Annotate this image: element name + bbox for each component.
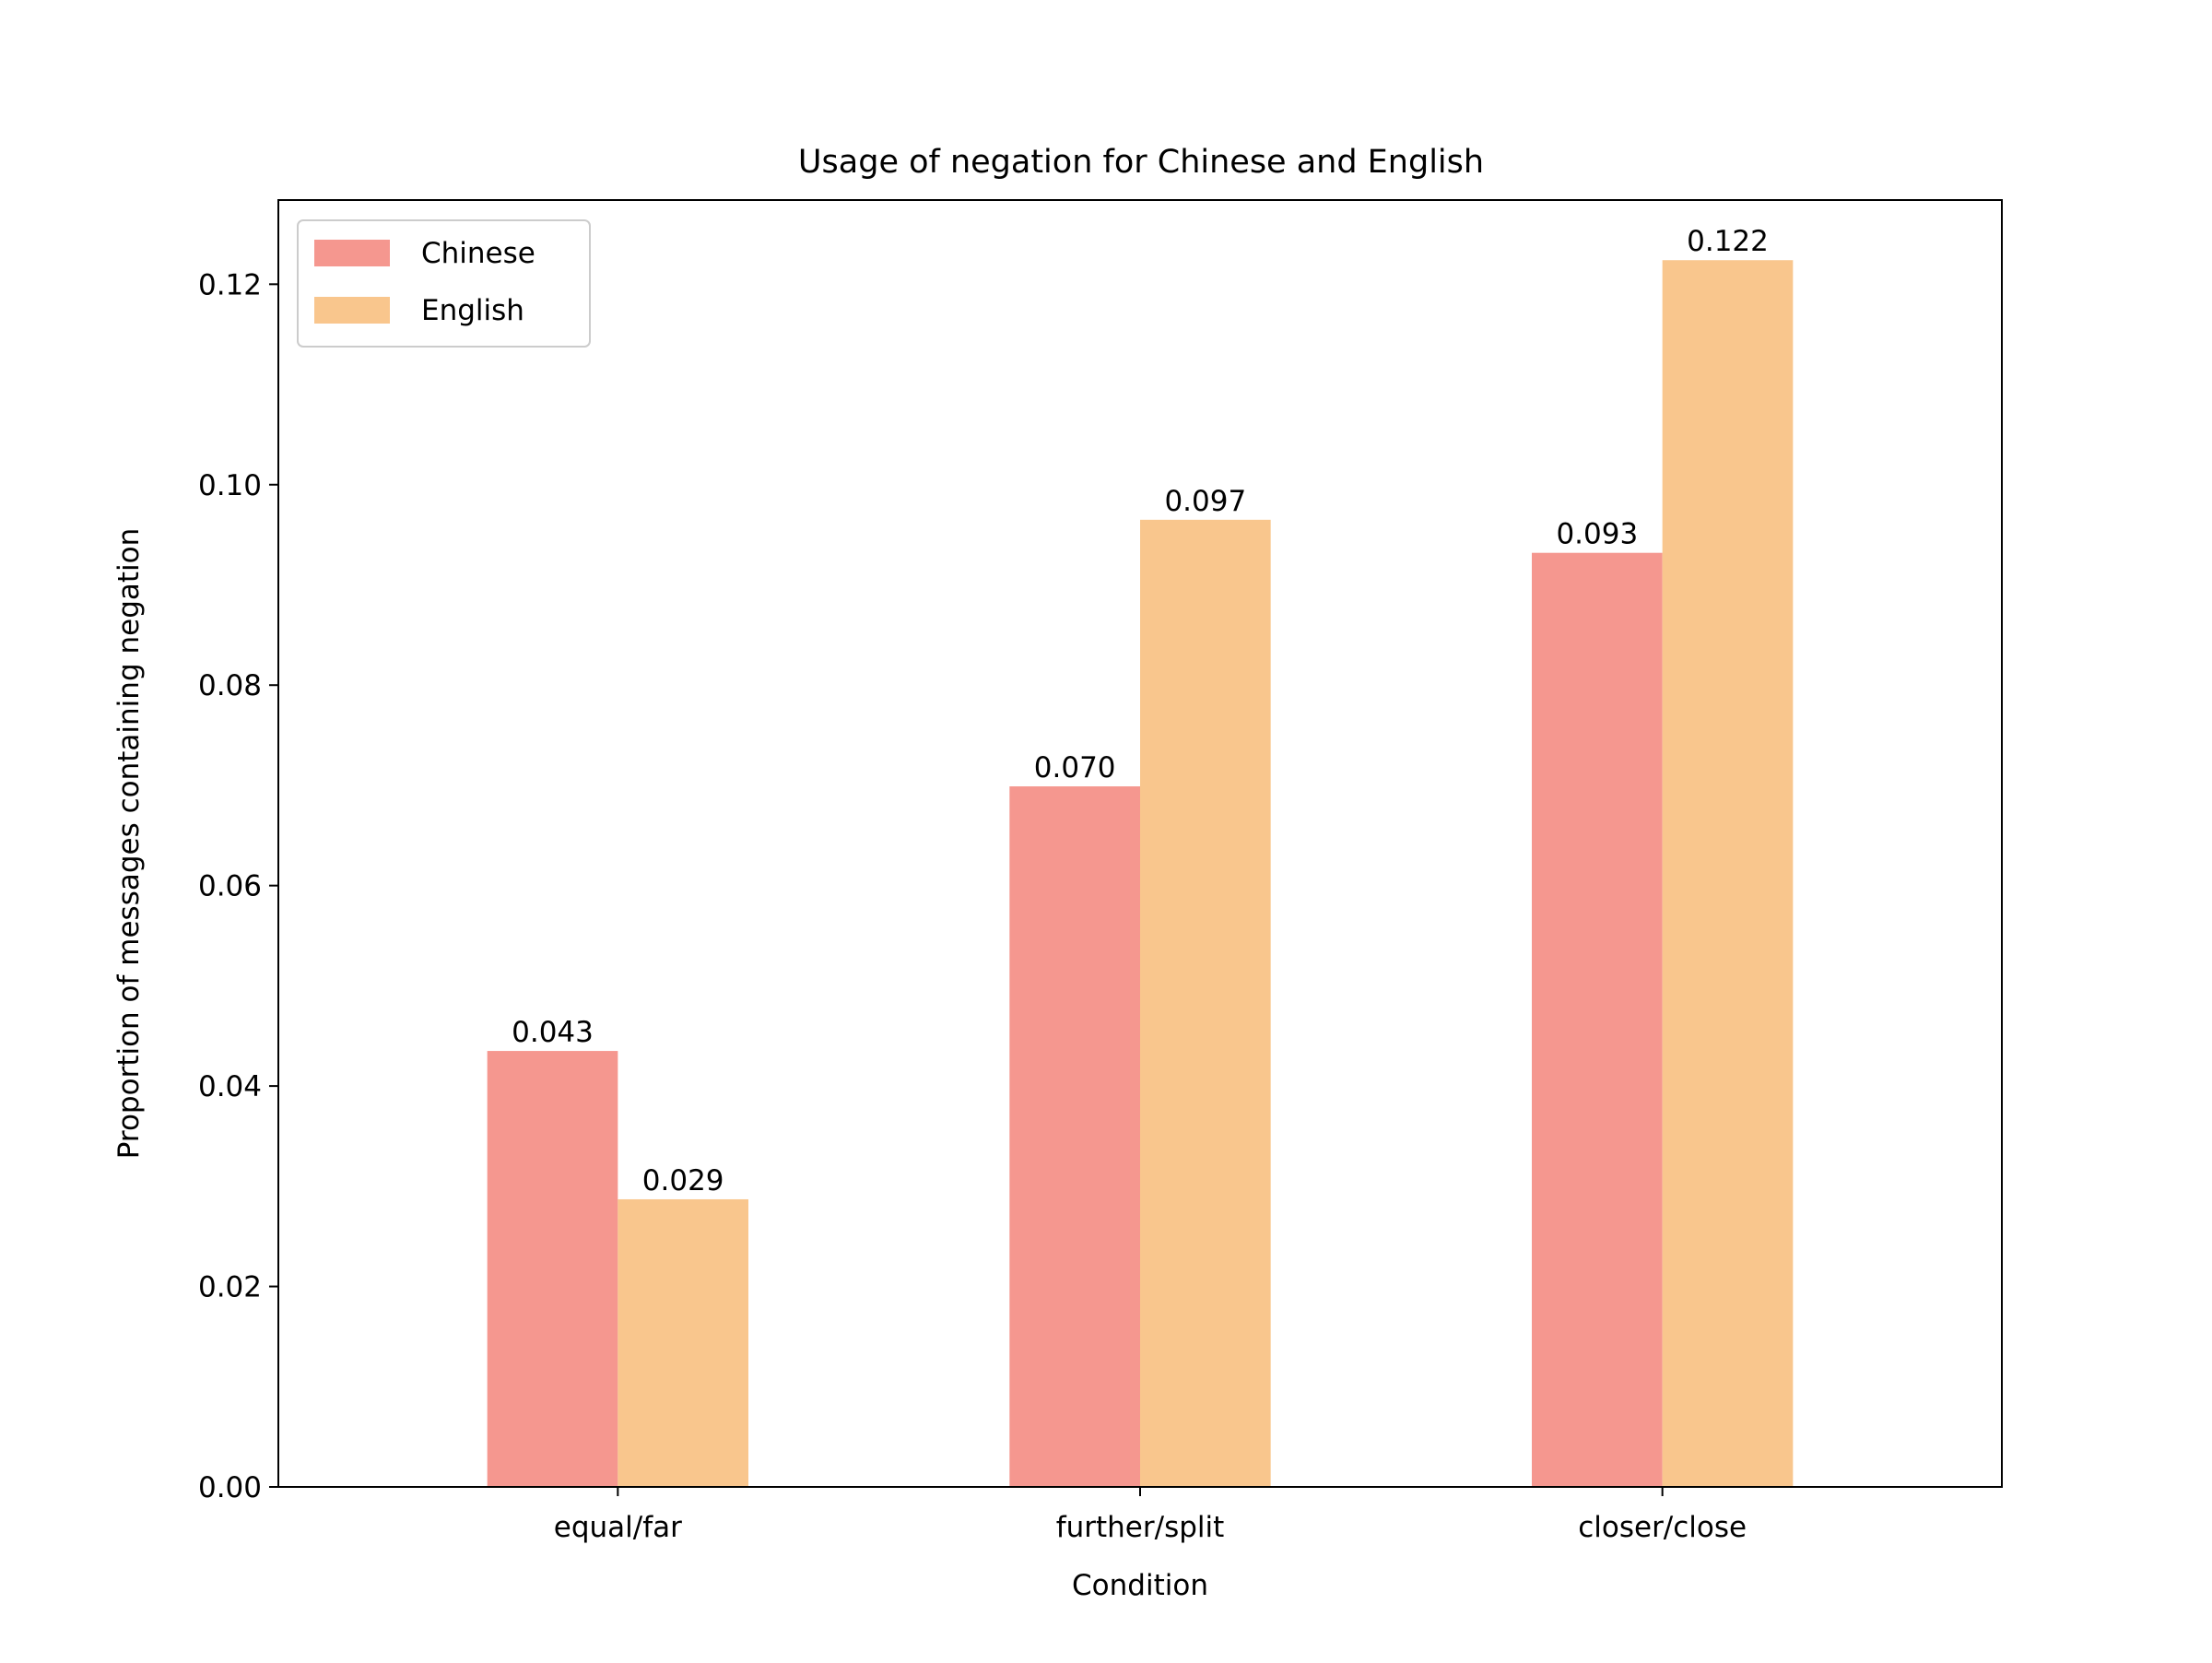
bar-english-equal-far	[618, 1198, 748, 1487]
y-tick-label: 0.10	[198, 469, 262, 502]
y-tick-label: 0.12	[198, 268, 262, 301]
y-axis-label: Proportion of messages containing negati…	[112, 528, 146, 1160]
legend: Chinese English	[297, 219, 591, 348]
value-label-english-closer-close: 0.122	[1687, 225, 1769, 258]
y-tick-label: 0.04	[198, 1070, 262, 1103]
bars-layer	[487, 260, 1794, 1488]
value-label-english-equal-far: 0.029	[642, 1164, 724, 1197]
x-tick-label: equal/far	[554, 1511, 682, 1544]
value-label-chinese-further-split: 0.070	[1034, 751, 1116, 784]
value-label-english-further-split: 0.097	[1164, 485, 1246, 518]
y-tick-label: 0.08	[198, 669, 262, 702]
bar-chinese-closer-close	[1532, 552, 1663, 1487]
bar-english-closer-close	[1662, 260, 1794, 1488]
chart-title: Usage of negation for Chinese and Englis…	[798, 144, 1484, 181]
x-tick-label: closer/close	[1578, 1511, 1747, 1544]
legend-label-chinese: Chinese	[421, 237, 535, 270]
legend-swatch-chinese	[314, 240, 390, 266]
bar-english-further-split	[1140, 519, 1271, 1487]
bar-chinese-further-split	[1009, 786, 1140, 1487]
y-tick-label: 0.02	[198, 1271, 262, 1304]
value-label-chinese-closer-close: 0.093	[1556, 518, 1638, 551]
legend-label-english: English	[421, 294, 524, 327]
value-label-chinese-equal-far: 0.043	[512, 1016, 594, 1049]
x-axis: equal/far further/split closer/close	[554, 1487, 1747, 1544]
y-tick-label: 0.06	[198, 870, 262, 903]
x-tick-label: further/split	[1056, 1511, 1225, 1544]
legend-swatch-english	[314, 297, 390, 324]
y-tick-label: 0.00	[198, 1471, 262, 1504]
value-labels-layer: 0.043 0.070 0.093 0.029 0.097 0.122	[512, 225, 1769, 1197]
x-axis-label: Condition	[1072, 1569, 1208, 1602]
y-axis: 0.00 0.02 0.04 0.06 0.08 0.10 0.12	[198, 268, 278, 1504]
bar-chinese-equal-far	[487, 1051, 618, 1487]
